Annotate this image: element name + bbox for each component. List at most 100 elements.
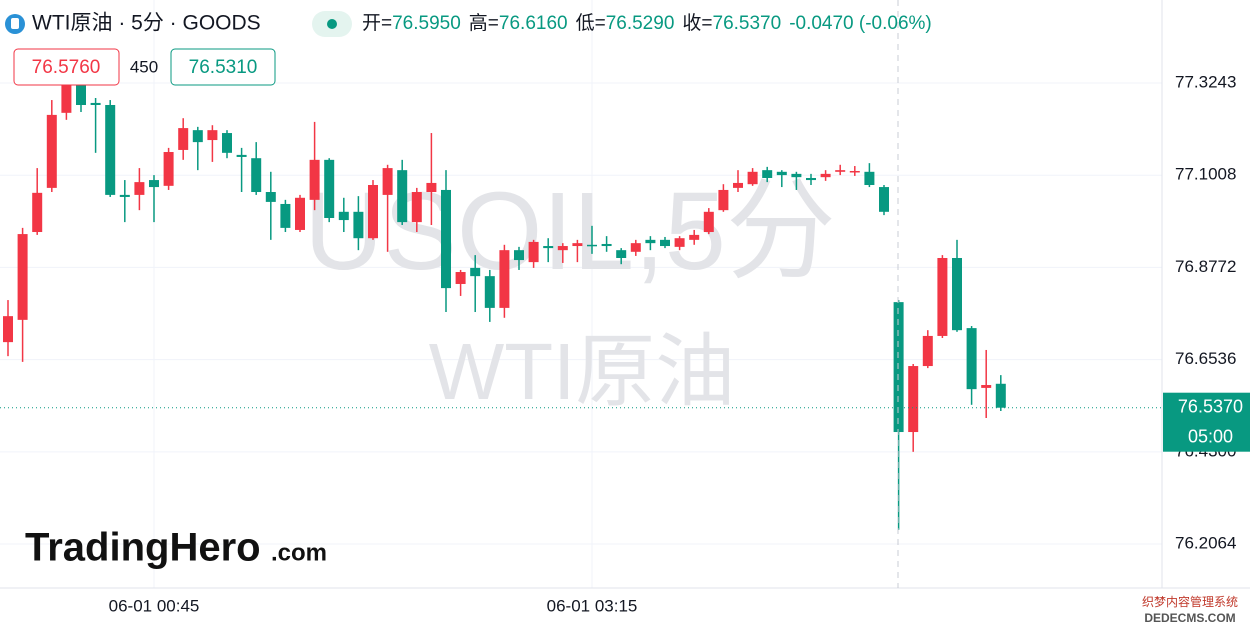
- candle-body: [46, 114, 57, 188]
- status-dot: [327, 19, 337, 29]
- candle-body: [762, 170, 773, 178]
- candle-body: [630, 243, 641, 252]
- candle-body: [280, 203, 291, 228]
- y-tick-label: 77.1008: [1175, 165, 1236, 184]
- candle-body: [90, 102, 101, 105]
- candle-body: [601, 243, 612, 247]
- candle-body: [3, 316, 13, 343]
- candle-body: [484, 276, 495, 308]
- candle-body: [441, 189, 451, 289]
- ohlc-value: 76.5370: [713, 13, 782, 34]
- candle-body: [207, 130, 218, 141]
- ohlc-value: 76.6160: [499, 13, 568, 34]
- candle-body: [922, 335, 933, 367]
- candle-body: [776, 171, 787, 176]
- candle-body: [908, 366, 919, 433]
- site-mark: DEDECMS.COM: [1144, 611, 1235, 625]
- candle-body: [616, 250, 627, 258]
- y-tick-label: 76.2064: [1175, 534, 1236, 553]
- logo: TradingHero: [25, 526, 261, 570]
- candle-body: [149, 180, 159, 188]
- site-mark: 织梦内容管理系统: [1142, 594, 1238, 609]
- candle-body: [382, 168, 393, 195]
- candle-body: [981, 385, 992, 388]
- candle-body: [455, 272, 466, 284]
- ohlc-value: 76.5290: [606, 13, 675, 34]
- candle-body: [966, 328, 977, 390]
- watermark-symbol: USOIL,5分: [304, 170, 836, 293]
- candle-body: [835, 170, 846, 172]
- candle-body: [937, 257, 948, 336]
- candle-body: [61, 84, 72, 113]
- candle-body: [265, 192, 276, 202]
- candle-body: [733, 182, 743, 188]
- candle-body: [995, 383, 1006, 408]
- candle-body: [309, 159, 320, 200]
- candle-body: [119, 194, 130, 197]
- ohlc-label: 低=: [576, 12, 606, 34]
- candle-body: [178, 128, 189, 150]
- candle-body: [952, 257, 962, 331]
- ohlc-label: 高=: [469, 12, 499, 34]
- ohlc-label: 开=: [362, 13, 392, 34]
- ohlc-value: 76.5950: [392, 13, 461, 34]
- price-label-box: [1163, 392, 1250, 452]
- price-label: 76.5370: [1178, 396, 1243, 416]
- candle-body: [222, 133, 232, 153]
- axis: 77.324377.100876.877276.653676.430076.20…: [109, 73, 1250, 615]
- y-tick-label: 76.8772: [1175, 257, 1236, 276]
- candle-body: [587, 244, 597, 247]
- candle-body: [426, 182, 437, 193]
- ohlc: 开= 76.5950 高= 76.6160 低= 76.5290 收= 76.5370 -0.0…: [362, 12, 932, 34]
- candle-body: [76, 84, 86, 105]
- candle-body: [368, 185, 378, 239]
- x-tick-label: 06-01 00:45: [109, 596, 200, 615]
- candle-body: [864, 171, 875, 186]
- candle-body: [32, 192, 43, 233]
- candle-body: [105, 104, 116, 195]
- candle-body: [499, 250, 510, 308]
- candle-body: [324, 159, 335, 218]
- ask-box[interactable]: [170, 48, 276, 86]
- candle-body: [470, 267, 481, 277]
- candle-body: [557, 246, 568, 251]
- candle-body: [674, 238, 685, 247]
- x-tick-label: 06-01 03:15: [547, 596, 638, 615]
- candle-body: [514, 250, 524, 261]
- bid: 76.5760: [32, 57, 101, 78]
- candle-body: [543, 246, 554, 249]
- candle-body: [879, 187, 889, 212]
- watermark-name: WTI原油: [429, 327, 736, 416]
- candle-body: [791, 173, 802, 178]
- y-tick-label: 77.3243: [1175, 73, 1236, 92]
- ohlc-label: 收=: [682, 12, 712, 34]
- candle-body: [806, 177, 816, 181]
- candle-body: [645, 239, 656, 244]
- symbol-icon: [11, 18, 19, 29]
- candle-body: [893, 302, 904, 433]
- candle-body: [660, 239, 670, 247]
- candle-body: [295, 197, 305, 230]
- candle-body: [411, 192, 422, 223]
- candle-body: [572, 243, 583, 247]
- candle-body: [251, 158, 262, 193]
- symbol-title: WTI原油 · 5分 · GOODS: [32, 12, 261, 35]
- plot: [0, 72, 1162, 530]
- logo-suffix: .com: [271, 539, 327, 566]
- candle-body: [163, 152, 174, 186]
- candle-body: [820, 173, 831, 178]
- candle-body: [338, 211, 349, 221]
- candle-body: [689, 234, 700, 240]
- candle-body: [397, 170, 408, 223]
- candle-body: [134, 182, 145, 195]
- candle-body: [192, 130, 203, 143]
- candle-body: [703, 211, 714, 233]
- candle-body: [353, 211, 364, 239]
- candle-body: [17, 234, 28, 320]
- bid-box[interactable]: [13, 48, 120, 86]
- countdown: 05:00: [1188, 426, 1233, 446]
- spread: 450: [130, 57, 158, 76]
- candle-body: [528, 241, 539, 263]
